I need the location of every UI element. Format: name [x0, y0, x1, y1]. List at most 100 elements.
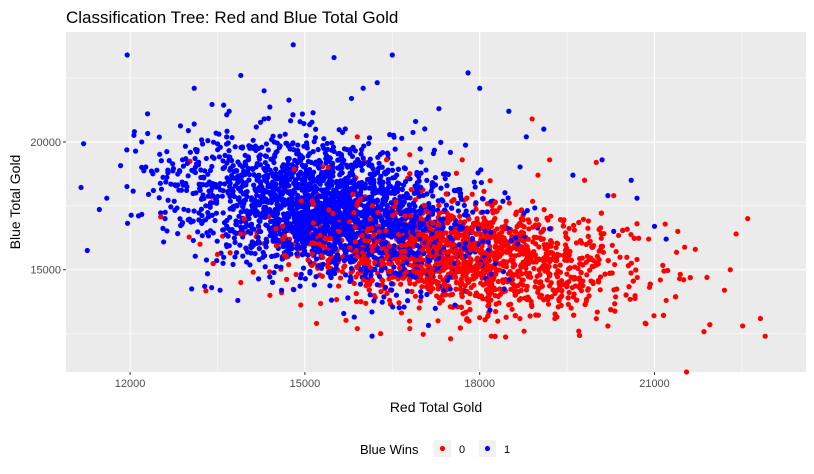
red-point	[525, 217, 531, 223]
blue-point	[139, 211, 145, 217]
blue-point	[348, 162, 354, 168]
blue-point	[124, 147, 130, 153]
blue-point	[452, 260, 458, 266]
red-point	[507, 247, 513, 254]
red-point	[399, 242, 405, 249]
red-point	[492, 333, 498, 340]
red-point	[453, 247, 459, 253]
red-point	[478, 280, 484, 286]
blue-point	[320, 261, 326, 267]
blue-point	[276, 144, 282, 151]
blue-point	[302, 240, 308, 246]
blue-point	[501, 286, 507, 292]
blue-point	[301, 184, 307, 190]
red-point	[581, 177, 588, 183]
blue-point	[267, 233, 273, 239]
blue-point	[304, 202, 310, 208]
blue-point	[205, 138, 211, 144]
red-point	[459, 157, 465, 163]
red-point	[660, 262, 666, 268]
blue-point	[145, 191, 152, 197]
blue-point	[384, 203, 390, 209]
blue-point	[239, 200, 245, 206]
red-point	[429, 266, 435, 272]
blue-point	[369, 176, 375, 182]
red-point	[612, 261, 618, 268]
blue-point	[599, 157, 605, 163]
red-point	[602, 271, 608, 277]
blue-point	[177, 216, 183, 222]
red-point	[745, 216, 751, 222]
blue-point	[352, 160, 358, 166]
blue-point	[386, 223, 392, 229]
blue-point	[326, 241, 332, 247]
red-point	[443, 292, 449, 298]
blue-point	[158, 186, 165, 192]
red-point	[354, 134, 360, 140]
red-point	[530, 239, 536, 245]
red-point	[598, 235, 604, 241]
red-point	[403, 269, 410, 275]
blue-point	[273, 181, 279, 187]
blue-point	[363, 214, 369, 220]
blue-point	[440, 216, 446, 222]
red-point	[578, 269, 584, 276]
blue-point	[253, 173, 259, 179]
blue-point	[375, 204, 381, 210]
blue-point	[277, 133, 283, 139]
red-point	[466, 216, 472, 222]
blue-point	[392, 146, 398, 152]
red-point	[186, 234, 192, 240]
blue-point	[196, 217, 202, 223]
red-point	[517, 315, 523, 322]
blue-point	[305, 227, 311, 233]
blue-point	[163, 179, 169, 185]
red-point	[544, 215, 550, 221]
blue-point	[267, 274, 273, 280]
red-point	[491, 252, 497, 258]
blue-point	[505, 195, 511, 201]
blue-point	[240, 253, 246, 259]
blue-point	[231, 229, 238, 235]
blue-point	[124, 52, 130, 58]
red-point	[566, 225, 572, 232]
blue-point	[513, 235, 519, 241]
red-point	[518, 216, 524, 222]
blue-point	[390, 228, 396, 234]
blue-point	[212, 217, 218, 224]
blue-point	[327, 283, 333, 289]
red-point	[672, 294, 679, 300]
red-point	[707, 322, 713, 328]
blue-point	[284, 210, 291, 217]
red-point	[351, 280, 357, 287]
blue-point	[265, 115, 271, 121]
blue-point	[416, 208, 422, 214]
blue-point	[348, 146, 354, 152]
blue-point	[358, 210, 364, 216]
red-point	[434, 230, 440, 236]
red-point	[398, 310, 405, 316]
blue-point	[217, 287, 223, 293]
blue-point	[236, 213, 242, 219]
red-point	[469, 229, 476, 235]
blue-point	[345, 295, 351, 301]
blue-point	[368, 185, 374, 191]
red-point	[487, 285, 493, 291]
red-point	[506, 200, 512, 206]
legend-label-0: 0	[459, 444, 465, 456]
red-point	[548, 249, 554, 256]
red-point	[416, 278, 422, 284]
red-point	[439, 297, 446, 304]
blue-point	[432, 175, 439, 181]
blue-point	[181, 206, 187, 212]
blue-point	[224, 134, 230, 140]
blue-point	[311, 282, 317, 288]
blue-point	[492, 260, 499, 267]
red-point	[568, 257, 574, 263]
blue-point	[330, 173, 336, 179]
red-point	[598, 231, 604, 237]
red-point	[455, 260, 462, 266]
red-point	[634, 221, 640, 227]
blue-point	[166, 158, 172, 164]
red-point	[611, 193, 617, 199]
